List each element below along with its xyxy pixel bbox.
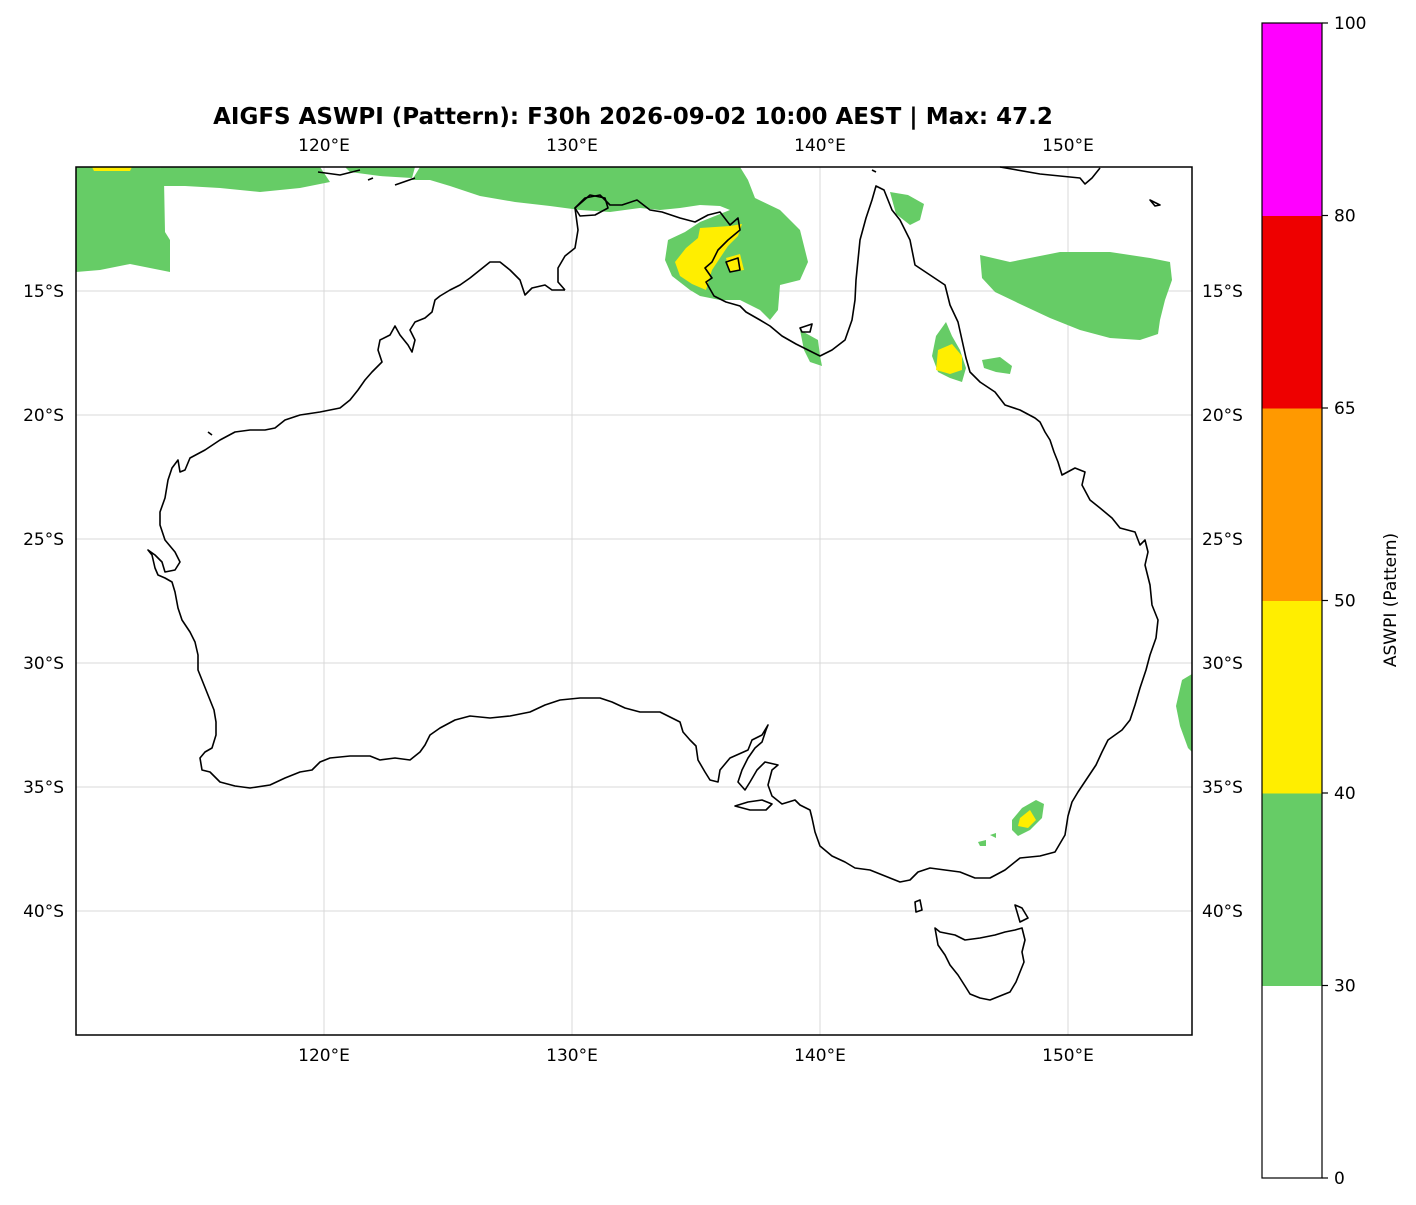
lat-tick-label-right: 30°S: [1202, 654, 1243, 674]
flinders-island-coast: [1014, 904, 1029, 923]
colorbar-tick-label: 0: [1334, 1169, 1345, 1189]
map-plot-area: [75, 166, 1193, 1036]
colorbar-tick-label: 50: [1334, 592, 1356, 612]
map-background: [76, 167, 1192, 1035]
lon-tick-label-top: 120°E: [298, 136, 350, 156]
lat-tick-label-right: 15°S: [1202, 282, 1243, 302]
lon-tick-label-bottom: 150°E: [1042, 1046, 1094, 1066]
tanimbar-coast: [367, 177, 374, 181]
groote-eylandt-coast: [725, 257, 741, 273]
lat-tick-label-right: 40°S: [1202, 902, 1243, 922]
lon-tick-label-top: 140°E: [794, 136, 846, 156]
colorbar-tick-label: 65: [1334, 399, 1356, 419]
colorbar-band-50-65: [1262, 408, 1322, 601]
australia-mainland-coast: [147, 185, 1159, 883]
colorbar-tick-label: 100: [1334, 14, 1366, 34]
colorbar-tick-label: 40: [1334, 784, 1356, 804]
colorbar-band-80-100: [1262, 23, 1322, 216]
cape-york-islet-coast: [871, 169, 877, 173]
bougainville-coast: [1149, 199, 1161, 207]
map-tick-labels: 120°E 120°E 130°E 130°E 140°E 140°E 150°E 150°E…: [23, 136, 1243, 1066]
tasmania-coast: [934, 927, 1026, 1001]
map-frame: [75, 166, 1193, 1036]
lat-tick-label-left: 25°S: [23, 530, 64, 550]
aswpi-band-40-50: [92, 167, 1036, 828]
timor-island-coast: [394, 177, 416, 186]
colorbar-band-40-50: [1262, 600, 1322, 794]
lon-tick-label-bottom: 130°E: [546, 1046, 598, 1066]
colorbar-tick-label: 30: [1334, 977, 1356, 997]
colorbar-tick-label: 80: [1334, 207, 1356, 227]
lon-tick-label-bottom: 140°E: [794, 1046, 846, 1066]
lat-tick-label-right: 25°S: [1202, 530, 1243, 550]
lat-tick-label-left: 40°S: [23, 902, 64, 922]
lat-tick-label-left: 30°S: [23, 654, 64, 674]
colorbar: 0 30 40 50 65 80 100 ASWPI (Pattern): [1261, 14, 1401, 1189]
timor-coast: [317, 169, 361, 176]
lon-tick-label-top: 150°E: [1042, 136, 1094, 156]
new-guinea-coast: [999, 166, 1101, 185]
lat-tick-label-right: 20°S: [1202, 406, 1243, 426]
lat-tick-label-right: 35°S: [1202, 778, 1243, 798]
colorbar-band-0-30: [1262, 985, 1322, 1179]
mornington-island-coast: [799, 323, 813, 333]
kangaroo-island-coast: [734, 799, 773, 811]
colorbar-band-30-40: [1262, 793, 1322, 986]
colorbar-band-65-80: [1262, 215, 1322, 409]
lat-tick-label-left: 35°S: [23, 778, 64, 798]
melville-island-coast: [574, 194, 609, 217]
dampier-island-coast: [207, 431, 213, 436]
king-island-coast: [914, 899, 923, 913]
lon-tick-label-top: 130°E: [546, 136, 598, 156]
lat-tick-label-left: 20°S: [23, 406, 64, 426]
coastlines: [147, 166, 1161, 1001]
lat-tick-label-left: 15°S: [23, 282, 64, 302]
map-title: AIGFS ASWPI (Pattern): F30h 2026-09-02 1…: [213, 104, 1053, 130]
lon-tick-label-bottom: 120°E: [298, 1046, 350, 1066]
colorbar-label: ASWPI (Pattern): [1381, 533, 1401, 667]
